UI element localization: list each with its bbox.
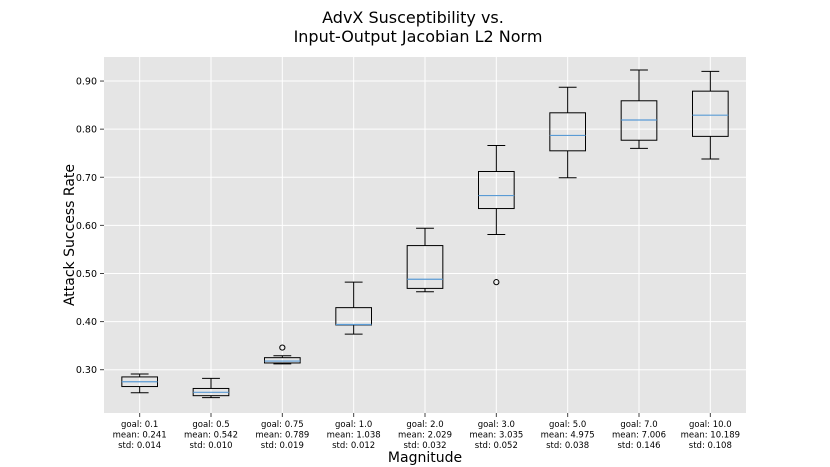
x-tick-label: mean: 2.029 bbox=[398, 431, 452, 441]
y-tick-label: 0.50 bbox=[76, 269, 97, 280]
x-tick-label: goal: 0.75 bbox=[261, 420, 304, 430]
x-tick-label: mean: 0.542 bbox=[184, 431, 238, 441]
box-4 bbox=[335, 281, 373, 335]
iqr-box bbox=[406, 245, 444, 289]
x-tick-label: std: 0.012 bbox=[332, 441, 375, 451]
x-tick-label: std: 0.032 bbox=[403, 441, 446, 451]
x-tick-label: std: 0.146 bbox=[617, 441, 660, 451]
box-6 bbox=[478, 145, 515, 286]
iqr-box bbox=[264, 357, 301, 364]
x-tick-label: std: 0.019 bbox=[261, 441, 304, 451]
chart-title-line-2: Input-Output Jacobian L2 Norm bbox=[294, 27, 543, 46]
x-tick-label: std: 0.010 bbox=[189, 441, 232, 451]
box-5 bbox=[406, 227, 444, 293]
x-tick-label: goal: 5.0 bbox=[549, 420, 586, 430]
x-tick-label: goal: 2.0 bbox=[406, 420, 443, 430]
y-tick-label: 0.40 bbox=[76, 317, 97, 328]
x-tick-label: std: 0.038 bbox=[546, 441, 589, 451]
y-tick-labels: 0.30 0.40 0.50 0.60 0.70 0.80 0.90 bbox=[76, 77, 104, 376]
x-tick-label: mean: 1.038 bbox=[327, 431, 381, 441]
iqr-box bbox=[692, 90, 729, 137]
y-tick-label: 0.70 bbox=[76, 173, 97, 184]
x-axis-label: Magnitude bbox=[388, 450, 462, 466]
outlier-point bbox=[279, 344, 286, 351]
x-tick-label: mean: 0.789 bbox=[255, 431, 309, 441]
box-2 bbox=[192, 377, 230, 399]
x-tick-label: goal: 7.0 bbox=[620, 420, 657, 430]
box-9 bbox=[692, 70, 729, 160]
y-tick-label: 0.30 bbox=[76, 365, 97, 376]
y-tick-label: 0.80 bbox=[76, 125, 97, 136]
outlier-point bbox=[493, 279, 500, 286]
x-tick-label: mean: 3.035 bbox=[469, 431, 523, 441]
box-1 bbox=[121, 373, 159, 394]
x-tick-label: goal: 3.0 bbox=[478, 420, 515, 430]
box-7 bbox=[549, 86, 586, 179]
x-tick-label: mean: 0.241 bbox=[113, 431, 167, 441]
x-tick-label: std: 0.108 bbox=[689, 441, 732, 451]
y-tick-label: 0.90 bbox=[76, 77, 97, 88]
x-tick-label: goal: 0.5 bbox=[192, 420, 229, 430]
y-axis-label: Attack Success Rate bbox=[62, 164, 78, 306]
boxes-group bbox=[121, 69, 729, 399]
box-3 bbox=[264, 344, 301, 365]
x-tick-label: std: 0.014 bbox=[118, 441, 161, 451]
iqr-box bbox=[478, 170, 515, 210]
x-tick-label: mean: 4.975 bbox=[541, 431, 595, 441]
x-tick-label: goal: 1.0 bbox=[335, 420, 372, 430]
box-8 bbox=[620, 69, 658, 149]
chart-title-line-1: AdvX Susceptibility vs. bbox=[322, 8, 504, 27]
x-tick-label: mean: 7.006 bbox=[612, 431, 666, 441]
x-tick-label: goal: 10.0 bbox=[689, 420, 732, 430]
iqr-box bbox=[549, 112, 586, 152]
x-tick-label: std: 0.052 bbox=[475, 441, 518, 451]
grid-lines bbox=[104, 57, 746, 413]
x-tick-label: goal: 0.1 bbox=[121, 420, 158, 430]
y-tick-label: 0.60 bbox=[76, 221, 97, 232]
x-tick-label: mean: 10.189 bbox=[681, 431, 740, 441]
